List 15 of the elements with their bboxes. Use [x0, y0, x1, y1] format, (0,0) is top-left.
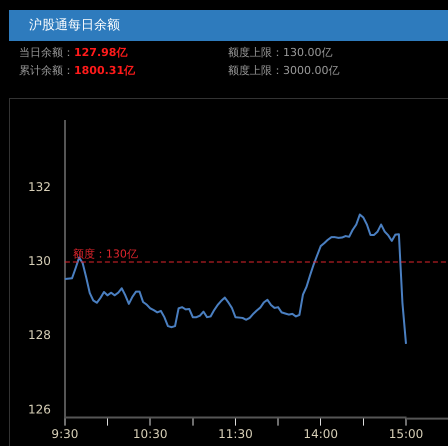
x-tick-label: 10:30 [132, 426, 168, 441]
y-tick-label: 132 [28, 180, 51, 194]
chart-title: 沪股通每日余额 [9, 10, 448, 41]
y-tick-label: 130 [28, 254, 51, 268]
text: 累计余额：1800.31亿 [19, 63, 136, 78]
y-tick-label: 128 [28, 328, 51, 342]
ref-line-label: 额度：130亿 [72, 247, 138, 260]
text: 额度上限：3000.00亿 [228, 63, 340, 78]
x-tick-label: 9:30 [51, 426, 78, 441]
text: 额度上限：130.00亿 [228, 45, 332, 60]
x-tick-label: 15:00 [388, 426, 424, 441]
x-tick-label: 14:00 [303, 426, 338, 441]
x-tick-label: 11:30 [218, 426, 253, 441]
text: 当日余额：127.98亿 [19, 45, 128, 60]
y-tick-label: 126 [28, 402, 51, 416]
